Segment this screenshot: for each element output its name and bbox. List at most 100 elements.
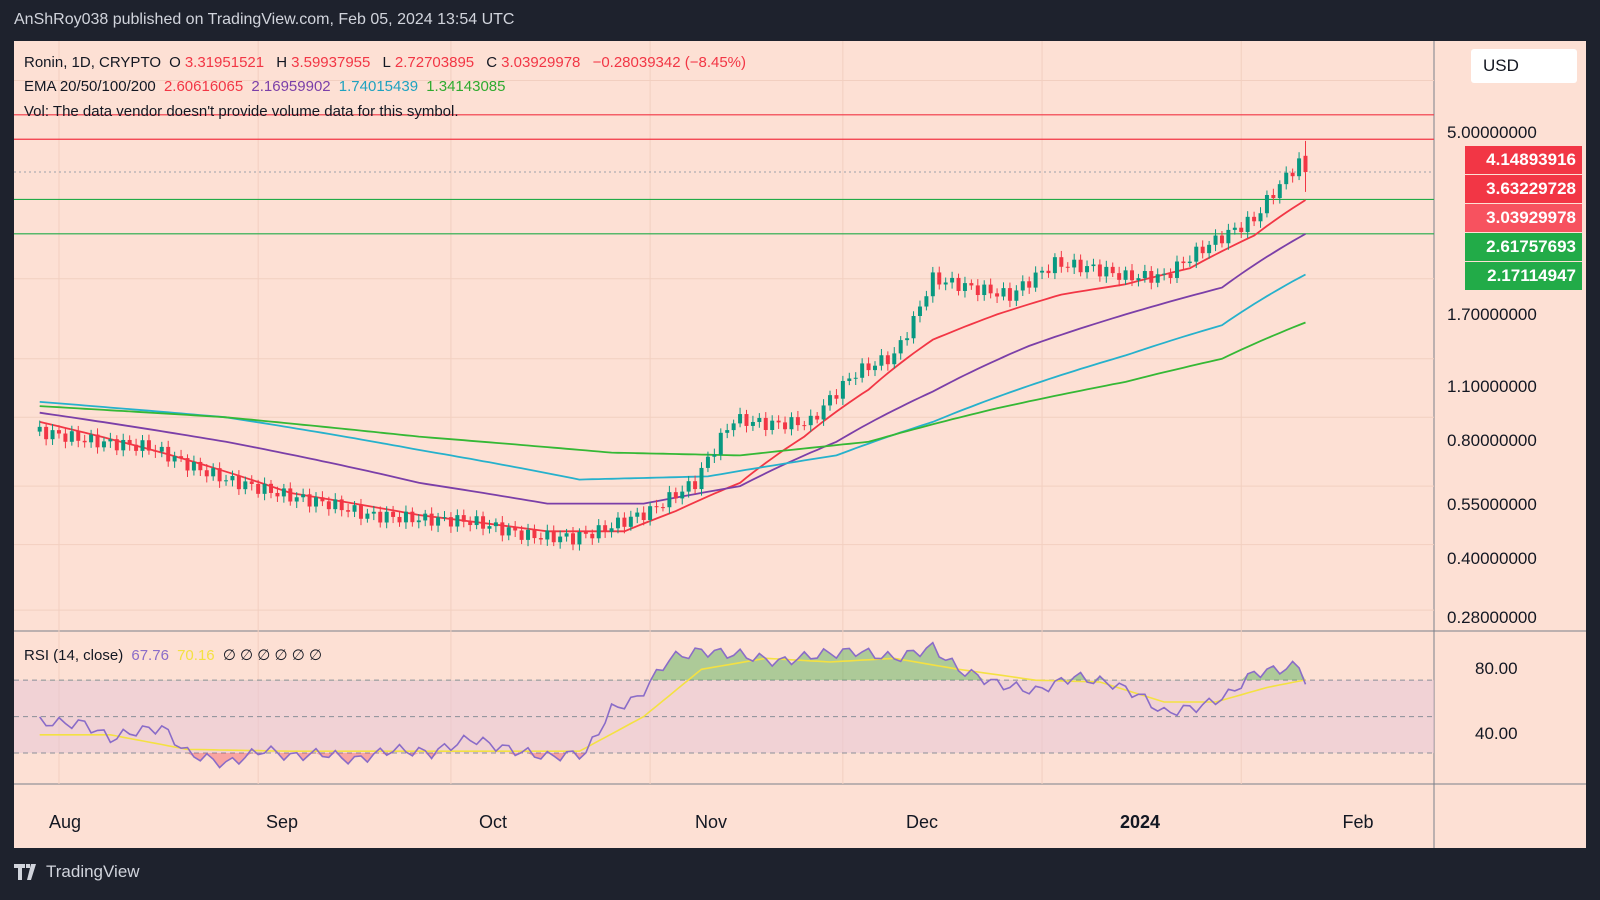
candle-body [763, 417, 768, 430]
low-value: 2.72703895 [394, 54, 475, 71]
candle-body [532, 529, 537, 539]
candle-body [937, 272, 942, 285]
candle-body [538, 538, 543, 540]
candle-body [1065, 266, 1070, 268]
candle-body [860, 363, 865, 378]
candle-body [930, 272, 935, 297]
candle-body [326, 501, 331, 510]
time-axis-label-sep: Sep [265, 812, 299, 832]
candle-body [127, 439, 132, 445]
candle-body [654, 506, 659, 508]
candle-body [1001, 288, 1006, 297]
candle-body [1200, 246, 1205, 254]
candle-body [892, 353, 897, 365]
candle-body [1213, 235, 1218, 245]
candle-body [474, 516, 479, 526]
candle-body [738, 414, 743, 424]
candle-body [962, 283, 967, 291]
candle-body [281, 488, 286, 497]
symbol-name[interactable]: Ronin, 1D, CRYPTO [24, 54, 161, 71]
candle-body [198, 461, 203, 471]
tradingview-footer[interactable]: TradingView [14, 862, 140, 882]
candle-body [693, 481, 698, 490]
candle-body [680, 491, 685, 499]
symbol-legend: Ronin, 1D, CRYPTO O 3.31951521 H 3.5993795… [24, 54, 750, 71]
price-badge-level-4: 2.17114947 [1465, 262, 1582, 290]
candle-body [50, 430, 55, 440]
candle-body [108, 439, 113, 442]
ema200-value: 1.34143085 [426, 78, 506, 95]
candle-body [63, 433, 68, 442]
candle-body [750, 421, 755, 426]
candle-body [956, 277, 961, 291]
candle-body [718, 432, 723, 455]
candle-body [545, 530, 550, 540]
candle-body [301, 494, 306, 498]
candle-body [982, 284, 987, 296]
candle-body [853, 377, 858, 379]
rsi-value: 67.76 [131, 647, 169, 664]
candle-body [166, 446, 171, 462]
candle-body [988, 284, 993, 294]
chart-canvas[interactable] [14, 41, 1586, 848]
candle-body [204, 470, 209, 477]
ema-line-ema200 [39, 321, 1306, 457]
candle-body [429, 513, 434, 526]
ema-line-ema20 [39, 199, 1306, 533]
candle-body [1245, 216, 1250, 233]
candle-body [840, 380, 845, 399]
candle-body [140, 440, 145, 451]
candle-body [249, 481, 254, 484]
candle-body [1226, 229, 1231, 244]
candle-body [89, 434, 94, 443]
price-axis-tick: 0.40000000 [1447, 549, 1537, 568]
candle-body [757, 417, 762, 422]
candle-body [1046, 270, 1051, 274]
candle-body [725, 430, 730, 433]
candle-body [667, 492, 672, 508]
time-axis-label-2024: 2024 [1119, 812, 1161, 832]
candle-body [866, 363, 871, 371]
price-badge-last-price: 3.03929978 [1465, 204, 1582, 232]
candle-body [493, 522, 498, 527]
candle-body [44, 426, 49, 440]
candle-body [230, 475, 235, 481]
candle-body [153, 450, 158, 452]
rsi-label[interactable]: RSI (14, close) [24, 647, 124, 664]
candle-body [847, 378, 852, 381]
candle-body [114, 439, 119, 451]
high-label: H [276, 54, 288, 71]
candle-body [191, 461, 196, 471]
candle-body [121, 439, 126, 451]
price-badge-level-3: 2.61757693 [1465, 233, 1582, 261]
candle-body [513, 527, 518, 531]
candle-body [917, 306, 922, 316]
candle-body [583, 532, 588, 534]
candle-body [391, 511, 396, 517]
candle-body [1271, 195, 1276, 199]
price-axis-tick: 5.00000000 [1447, 123, 1537, 142]
candle-body [898, 340, 903, 354]
candle-body [776, 420, 781, 423]
candle-body [461, 515, 466, 522]
candle-body [1117, 273, 1122, 280]
candle-body [95, 434, 100, 448]
candle-body [648, 506, 653, 521]
ema-label[interactable]: EMA 20/50/100/200 [24, 78, 156, 95]
chart-frame[interactable]: Ronin, 1D, CRYPTO O 3.31951521 H 3.5993795… [14, 41, 1586, 848]
rsi-extra-values: ∅ ∅ ∅ ∅ ∅ ∅ [222, 647, 323, 664]
candle-body [159, 446, 164, 452]
candle-body [590, 533, 595, 539]
currency-selector[interactable]: USD [1471, 49, 1577, 83]
ema20-value: 2.60616065 [163, 78, 244, 95]
published-header: AnShRoy038 published on TradingView.com,… [14, 11, 515, 28]
candle-body [1078, 259, 1083, 273]
candle-body [526, 529, 531, 540]
candle-body [924, 296, 929, 307]
candle-body [789, 417, 794, 430]
candle-body [943, 282, 948, 285]
candle-body [448, 517, 453, 527]
candle-body [37, 426, 42, 432]
candle-body [699, 467, 704, 490]
candle-body [770, 420, 775, 430]
